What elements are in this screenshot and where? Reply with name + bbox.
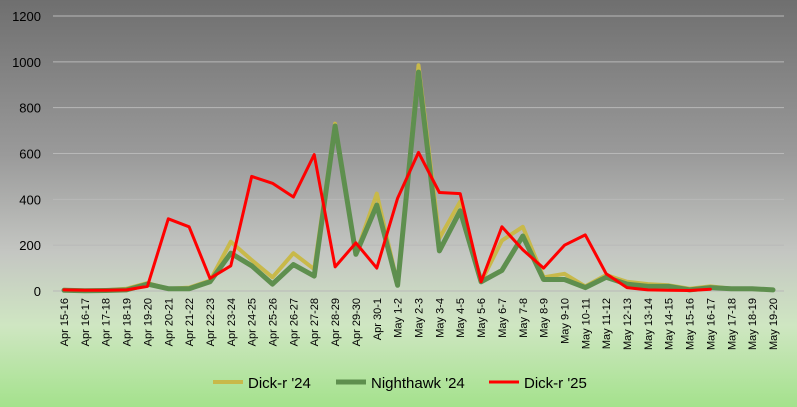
x-tick-label: Apr 18-19 <box>122 298 134 346</box>
x-tick-label: May 5-6 <box>476 298 488 338</box>
x-tick-label: Apr 21-22 <box>184 298 196 346</box>
series-line-1 <box>61 69 776 294</box>
x-tick-label: Apr 29-30 <box>351 298 363 346</box>
x-tick-label: May 15-16 <box>685 298 697 350</box>
y-tick-label: 0 <box>34 284 41 299</box>
x-tick-label: Apr 26-27 <box>288 298 300 346</box>
y-tick-label: 400 <box>19 192 41 207</box>
x-tick-label: May 13-14 <box>643 298 655 350</box>
x-tick-label: Apr 24-25 <box>247 298 259 346</box>
y-axis-ticks: 0 200 400 600 800 1000 1200 <box>12 9 41 299</box>
x-tick-label: May 18-19 <box>747 298 759 350</box>
series-line-2 <box>62 150 712 292</box>
x-tick-label: May 11-12 <box>601 298 613 349</box>
gridlines <box>53 15 784 292</box>
y-tick-label: 1200 <box>12 9 41 24</box>
y-tick-label: 600 <box>19 147 41 162</box>
x-tick-label: Apr 22-23 <box>205 298 217 346</box>
legend-label: Dick-r '24 <box>248 375 311 392</box>
x-tick-label: May 1-2 <box>393 298 405 338</box>
x-tick-label: Apr 17-18 <box>101 298 113 346</box>
x-tick-label: Apr 20-21 <box>163 298 175 346</box>
x-tick-label: May 4-5 <box>455 298 467 338</box>
x-tick-label: May 10-11 <box>580 298 592 349</box>
x-tick-label: May 12-13 <box>622 298 634 350</box>
x-tick-label: Apr 30-1 <box>372 298 384 340</box>
y-tick-label: 800 <box>19 101 41 116</box>
x-tick-label: May 6-7 <box>497 298 509 338</box>
x-tick-label: Apr 23-24 <box>226 298 238 346</box>
y-tick-label: 1000 <box>12 55 41 70</box>
x-tick-label: Apr 15-16 <box>59 298 71 346</box>
legend: Dick-r '24 Nighthawk '24 Dick-r '25 <box>213 375 587 392</box>
x-tick-label: May 9-10 <box>559 298 571 344</box>
x-tick-label: Apr 16-17 <box>80 298 92 346</box>
x-tick-label: Apr 27-28 <box>309 298 321 346</box>
x-tick-label: May 3-4 <box>434 298 446 338</box>
x-tick-label: May 14-15 <box>664 298 676 350</box>
legend-label: Dick-r '25 <box>524 375 587 392</box>
x-tick-label: May 19-20 <box>768 298 780 350</box>
x-tick-label: Apr 19-20 <box>142 298 154 346</box>
x-tick-label: May 17-18 <box>726 298 738 350</box>
x-tick-label: Apr 25-26 <box>268 298 280 346</box>
y-tick-label: 200 <box>19 238 41 253</box>
series-lines <box>61 63 776 294</box>
x-tick-label: May 2-3 <box>414 298 426 338</box>
series-line-0 <box>62 63 775 293</box>
x-tick-label: May 16-17 <box>705 298 717 350</box>
legend-label: Nighthawk '24 <box>371 375 465 392</box>
x-tick-label: May 8-9 <box>539 298 551 338</box>
x-axis-ticks: Apr 15-16 Apr 16-17 Apr 17-18 Apr 18-19 Apr … <box>59 298 780 350</box>
x-tick-label: May 7-8 <box>518 298 530 338</box>
x-tick-label: Apr 28-29 <box>330 298 342 346</box>
